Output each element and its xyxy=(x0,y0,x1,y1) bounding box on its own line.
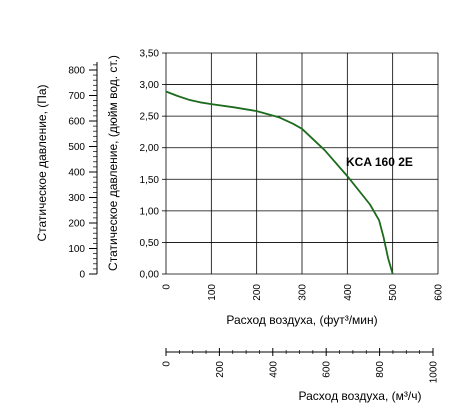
x2-tick-label: 1000 xyxy=(429,361,440,384)
series xyxy=(165,90,394,275)
x2-tick-label: 0 xyxy=(162,361,173,367)
x2-tick-label: 600 xyxy=(322,361,333,378)
y-tick-label: 3,00 xyxy=(140,80,160,91)
y2-tick-label: 600 xyxy=(68,117,85,128)
y-tick-label: 0,50 xyxy=(140,238,160,249)
y2-tick-label: 100 xyxy=(68,244,85,255)
y2-tick-label: 400 xyxy=(68,168,85,179)
x2-axis-title: Расход воздуха, (м³/ч) xyxy=(299,389,422,403)
y2-tick-label: 0 xyxy=(79,270,85,281)
curve-label: KCA 160 2E xyxy=(346,155,413,169)
x-tick-label: 600 xyxy=(434,284,445,301)
y-tick-label: 3,50 xyxy=(140,49,160,60)
labels: KCA 160 2E Расход воздуха, (фут³/мин) Расх… xyxy=(35,55,421,403)
y-tick-label: 0,00 xyxy=(140,270,160,281)
x-tick-label: 200 xyxy=(252,284,263,301)
y-axis-title: Статическое давление, (дюйм вод. ст.) xyxy=(106,55,120,271)
y2-tick-label: 500 xyxy=(68,142,85,153)
series-line-0 xyxy=(165,90,394,275)
y2-tick-label: 200 xyxy=(68,219,85,230)
axes: 0,00 0,50 1,00 1,50 2,00 2,50 3,00 3,50 0 100 200 3… xyxy=(68,49,444,384)
y-tick-label: 1,50 xyxy=(140,175,160,186)
y2-tick-label: 300 xyxy=(68,193,85,204)
x-tick-label: 400 xyxy=(343,284,354,301)
x2-tick-label: 400 xyxy=(268,361,279,378)
y2-tick-label: 700 xyxy=(68,91,85,102)
y2-tick-label: 800 xyxy=(68,66,85,77)
grid xyxy=(165,52,439,275)
x-tick-label: 0 xyxy=(162,284,173,290)
x-axis-title: Расход воздуха, (фут³/мин) xyxy=(226,313,377,327)
y-tick-label: 2,50 xyxy=(140,112,160,123)
y-tick-label: 1,00 xyxy=(140,206,160,217)
x-tick-label: 100 xyxy=(207,284,218,301)
x2-tick-label: 200 xyxy=(215,361,226,378)
y2-axis-title: Статическое давление, (Па) xyxy=(35,84,49,241)
x2-tick-label: 800 xyxy=(375,361,386,378)
x-tick-label: 500 xyxy=(388,284,399,301)
y-tick-label: 2,00 xyxy=(140,143,160,154)
x-tick-label: 300 xyxy=(298,284,309,301)
